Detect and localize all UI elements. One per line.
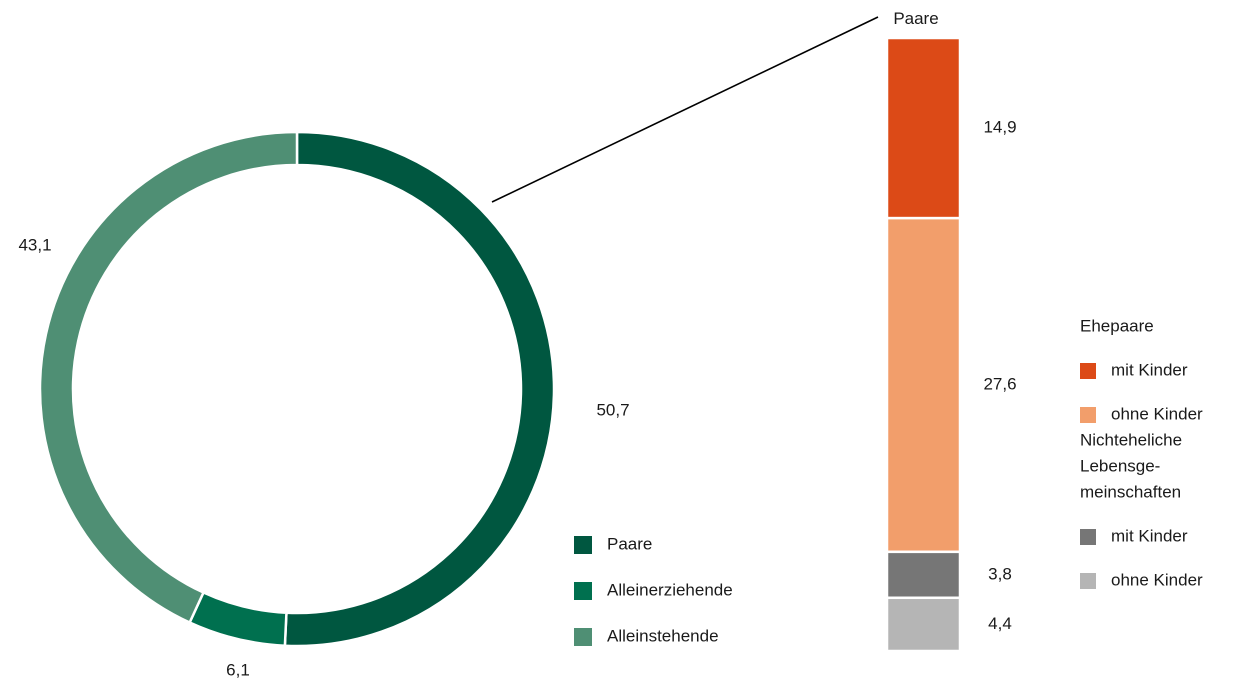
stack-segment-2-ohne-kinder xyxy=(885,216,962,554)
donut-legend: Paare Alleinerziehende Alleinstehende xyxy=(574,534,733,646)
stack-label-4: 4,4 xyxy=(988,614,1012,633)
legend-label-mit-kinder: mit Kinder xyxy=(1111,526,1188,545)
stacked-bar-chart: Paare 14,9 27,6 3,8 4,4 xyxy=(885,9,1017,653)
donut-slice-alleinstehende xyxy=(38,130,299,625)
legend-swatch-mit-kinder xyxy=(1080,529,1096,545)
connector-line xyxy=(491,16,879,203)
donut-slice-paare xyxy=(283,130,556,648)
legend-label-alleinstehende: Alleinstehende xyxy=(607,626,719,645)
stack-label-3: 3,8 xyxy=(988,564,1012,583)
stack-label-2: 27,6 xyxy=(983,374,1016,393)
legend-label-alleinerziehende: Alleinerziehende xyxy=(607,580,733,599)
legend-group-title: Ehepaare xyxy=(1080,316,1154,335)
legend-swatch-alleinerziehende xyxy=(574,582,592,600)
legend-swatch-mit-kinder xyxy=(1080,363,1096,379)
stack-segment-1-mit-kinder xyxy=(885,36,962,220)
legend-group-title: Lebensge- xyxy=(1080,456,1160,475)
legend-group-title: meinschaften xyxy=(1080,482,1181,501)
legend-swatch-ohne-kinder xyxy=(1080,573,1096,589)
legend-group-title: Nichteheliche xyxy=(1080,430,1182,449)
legend-label-mit-kinder: mit Kinder xyxy=(1111,360,1188,379)
legend-swatch-alleinstehende xyxy=(574,628,592,646)
donut-slice-alleinerziehende xyxy=(188,590,288,648)
stack-segment-3-mit-kinder xyxy=(885,550,962,600)
legend-label-ohne-kinder: ohne Kinder xyxy=(1111,404,1203,423)
legend-label-paare: Paare xyxy=(607,534,652,553)
donut-label-alleinerziehende: 6,1 xyxy=(226,660,250,679)
donut-chart: 50,7 6,1 43,1 xyxy=(18,130,630,679)
legend-label-ohne-kinder: ohne Kinder xyxy=(1111,570,1203,589)
stack-title: Paare xyxy=(893,9,938,28)
stack-segment-4-ohne-kinder xyxy=(885,596,962,653)
donut-label-paare: 50,7 xyxy=(596,400,629,419)
stack-legend: Ehepaare mit Kinder ohne Kinder Nichtehelic… xyxy=(1080,316,1203,589)
legend-swatch-ohne-kinder xyxy=(1080,407,1096,423)
donut-label-alleinstehende: 43,1 xyxy=(18,235,51,254)
stack-label-1: 14,9 xyxy=(983,118,1016,137)
legend-swatch-paare xyxy=(574,536,592,554)
